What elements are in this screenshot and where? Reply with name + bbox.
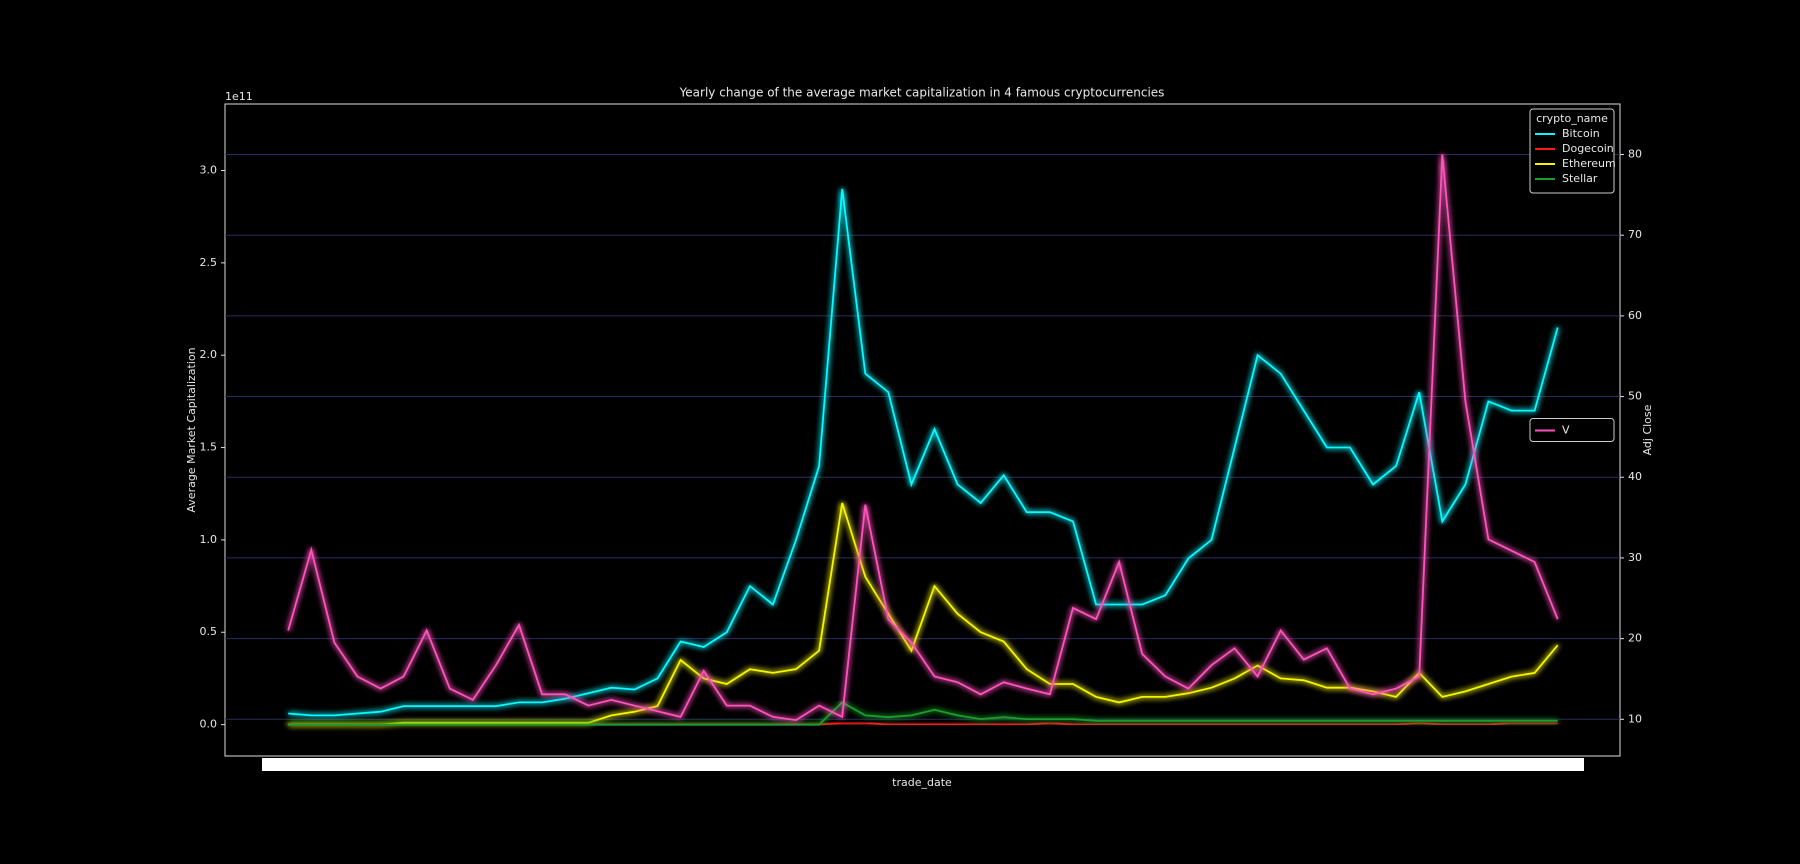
- y2-tick-label: 20: [1628, 632, 1642, 645]
- y2-tick-label: 50: [1628, 390, 1642, 403]
- series-line: [288, 188, 1559, 717]
- legend-label: Bitcoin: [1562, 127, 1600, 140]
- legend-label: Stellar: [1562, 172, 1598, 185]
- plot-frame: [224, 103, 1621, 757]
- legend-label: Ethereum: [1562, 157, 1616, 170]
- legend-label: Dogecoin: [1562, 142, 1614, 155]
- legend: crypto_name Bitcoin Dogecoin Ethereum Stella…: [1529, 108, 1616, 194]
- series-line: [287, 154, 1559, 722]
- y-tick-label: 0.0: [200, 718, 218, 731]
- y-tick-label: 0.5: [200, 625, 218, 638]
- series-line: [288, 701, 1558, 726]
- y2-tick-label: 40: [1628, 470, 1642, 483]
- y2-tick-label: 60: [1628, 309, 1642, 322]
- legend-title: crypto_name: [1536, 112, 1608, 125]
- y2-tick-label: 70: [1628, 228, 1642, 241]
- x-axis-label: trade_date: [892, 776, 952, 789]
- legend: V: [1529, 418, 1615, 442]
- y-tick-label: 3.0: [200, 163, 218, 176]
- y2-axis-label: Adj Close: [1641, 404, 1654, 455]
- y2-tick-label: 10: [1628, 712, 1642, 725]
- y2-tick-label: 80: [1628, 148, 1642, 161]
- x-tick-band: [262, 758, 1584, 771]
- legend-frame: [1529, 418, 1615, 442]
- y2-tick-label: 30: [1628, 551, 1642, 564]
- legend-frame: [1529, 108, 1615, 194]
- legend-label: V: [1562, 424, 1570, 437]
- series-line: [288, 502, 1559, 726]
- y-axis-label: Average Market Capitalization: [185, 347, 198, 512]
- chart-title: Yearly change of the average market capi…: [679, 86, 1165, 100]
- y-tick-label: 2.0: [200, 348, 218, 361]
- y-tick-label: 1.5: [200, 441, 218, 454]
- y-offset-label: 1e11: [225, 90, 253, 103]
- y-tick-label: 1.0: [200, 533, 218, 546]
- y-tick-label: 2.5: [200, 256, 218, 269]
